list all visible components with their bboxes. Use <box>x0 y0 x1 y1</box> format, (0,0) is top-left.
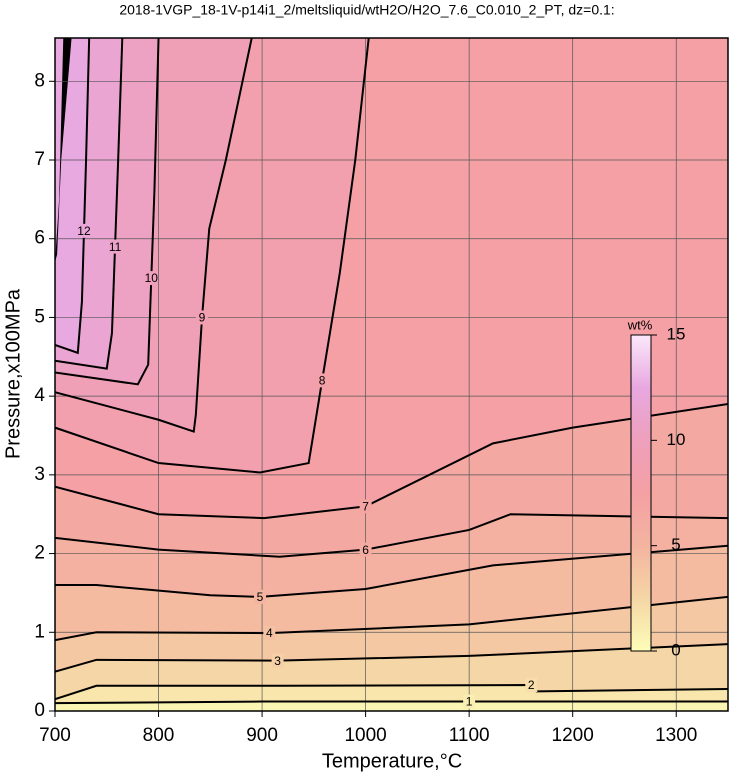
x-tick-label: 800 <box>143 725 175 746</box>
y-tick-label: 0 <box>34 700 45 721</box>
contour-label-bg <box>525 678 538 693</box>
contour-label-bg <box>263 626 276 641</box>
contour-label-bg <box>316 373 329 388</box>
colorbar <box>630 334 652 652</box>
region-fill <box>55 701 728 711</box>
x-tick-label: 900 <box>246 725 278 746</box>
contour-label-bg <box>271 653 284 668</box>
y-tick-label: 7 <box>34 149 45 170</box>
contour-label: 9 <box>199 311 206 325</box>
x-tick-label: 1100 <box>449 725 490 746</box>
contour-label-bg <box>359 542 372 557</box>
x-tick-label: 1000 <box>344 725 386 746</box>
x-tick-label: 1200 <box>552 725 594 746</box>
y-tick-label: 2 <box>34 543 45 564</box>
y-tick-label: 4 <box>34 385 45 406</box>
contour-label: 12 <box>77 224 91 238</box>
y-tick-label: 6 <box>34 228 45 249</box>
y-tick-label: 1 <box>34 621 45 642</box>
contour-label-bg <box>145 271 158 286</box>
contour-label: 7 <box>362 500 369 514</box>
contour-line <box>55 38 253 433</box>
contour-line <box>55 38 91 355</box>
contour-label: 11 <box>109 240 122 254</box>
plot-frame <box>54 37 729 712</box>
x-tick-label: 700 <box>39 725 71 746</box>
y-axis-label: Pressure,x100MPa <box>2 288 24 459</box>
chart-title: 2018-1VGP_18-1V-p14i1_2/meltsliquid/wtH2… <box>119 2 614 18</box>
contour-line <box>55 38 160 386</box>
contour-label: 10 <box>145 271 159 285</box>
contour-line <box>55 700 728 705</box>
x-axis-label: Temperature,°C <box>322 750 462 772</box>
colorbar-tick-label: 15 <box>667 324 686 343</box>
x-tick-label: 1300 <box>655 725 697 746</box>
contour-label-bg <box>77 223 90 238</box>
contour-label: 5 <box>257 590 264 604</box>
contour-label: 3 <box>274 654 281 668</box>
contour-label: 1 <box>466 695 473 709</box>
y-tick-label: 3 <box>34 464 45 485</box>
contour-label-bg <box>109 239 122 254</box>
y-tick-label: 5 <box>34 306 45 327</box>
contour-label-bg <box>254 589 267 604</box>
contour-label: 4 <box>266 626 273 640</box>
contour-label: 6 <box>362 543 369 557</box>
colorbar-label: wt% <box>627 317 653 332</box>
contour-label-bg <box>359 499 372 514</box>
dense-contours <box>55 38 72 263</box>
colorbar-tick-label: 0 <box>671 640 680 659</box>
colorbar-tick-label: 5 <box>671 535 680 554</box>
colorbar-tick-label: 10 <box>667 430 686 449</box>
contour-label: 8 <box>319 374 326 388</box>
contour-line <box>55 684 728 701</box>
contour-label-bg <box>196 310 209 325</box>
contour-line <box>55 38 124 370</box>
y-tick-label: 8 <box>34 70 45 91</box>
contour-label-bg <box>463 694 476 709</box>
contour-label: 2 <box>528 678 535 692</box>
